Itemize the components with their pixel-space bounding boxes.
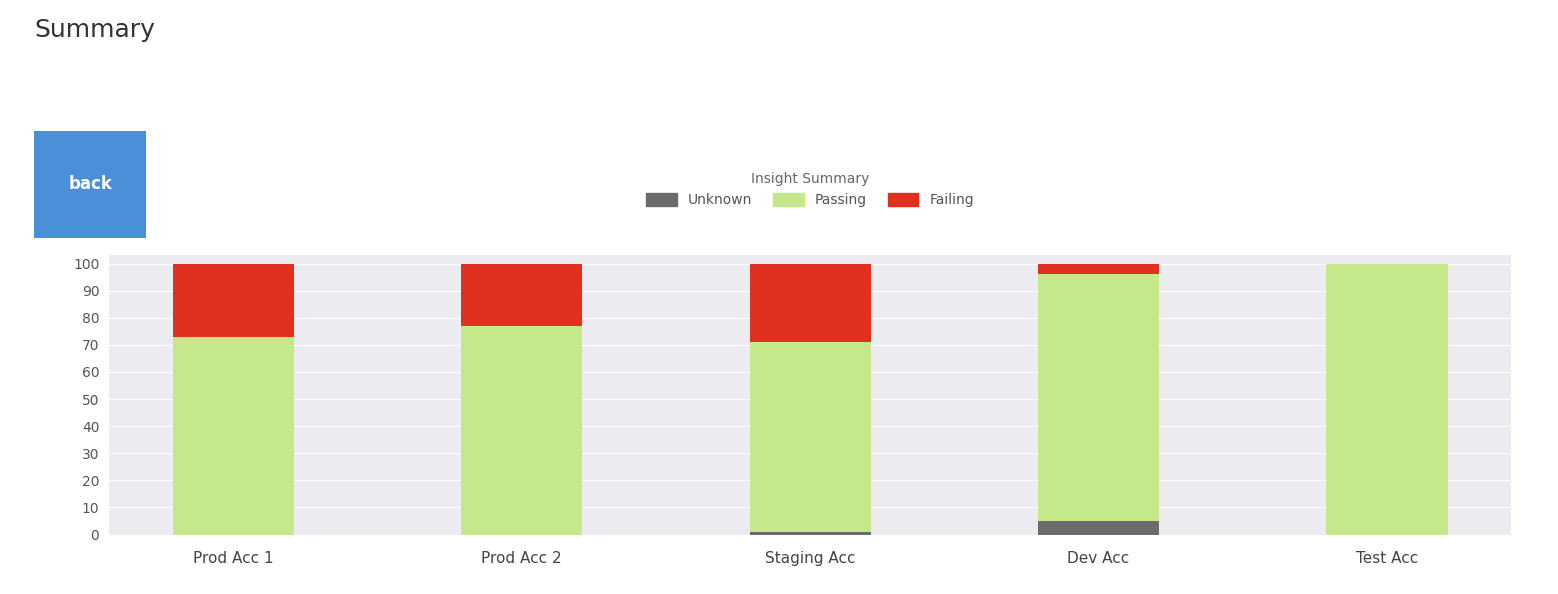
Bar — [173, 264, 294, 337]
Bar — [173, 337, 294, 535]
Bar — [1038, 274, 1159, 521]
Bar — [1038, 521, 1159, 535]
Text: Summary: Summary — [34, 18, 156, 42]
Bar — [749, 342, 871, 532]
Bar — [749, 532, 871, 535]
Bar — [1038, 264, 1159, 274]
Text: back: back — [69, 175, 112, 193]
Bar — [749, 264, 871, 342]
Bar — [1326, 264, 1447, 535]
Bar — [461, 264, 583, 326]
Bar — [461, 326, 583, 535]
Legend: Unknown, Passing, Failing: Unknown, Passing, Failing — [640, 187, 980, 213]
Title: Insight Summary: Insight Summary — [751, 172, 869, 186]
